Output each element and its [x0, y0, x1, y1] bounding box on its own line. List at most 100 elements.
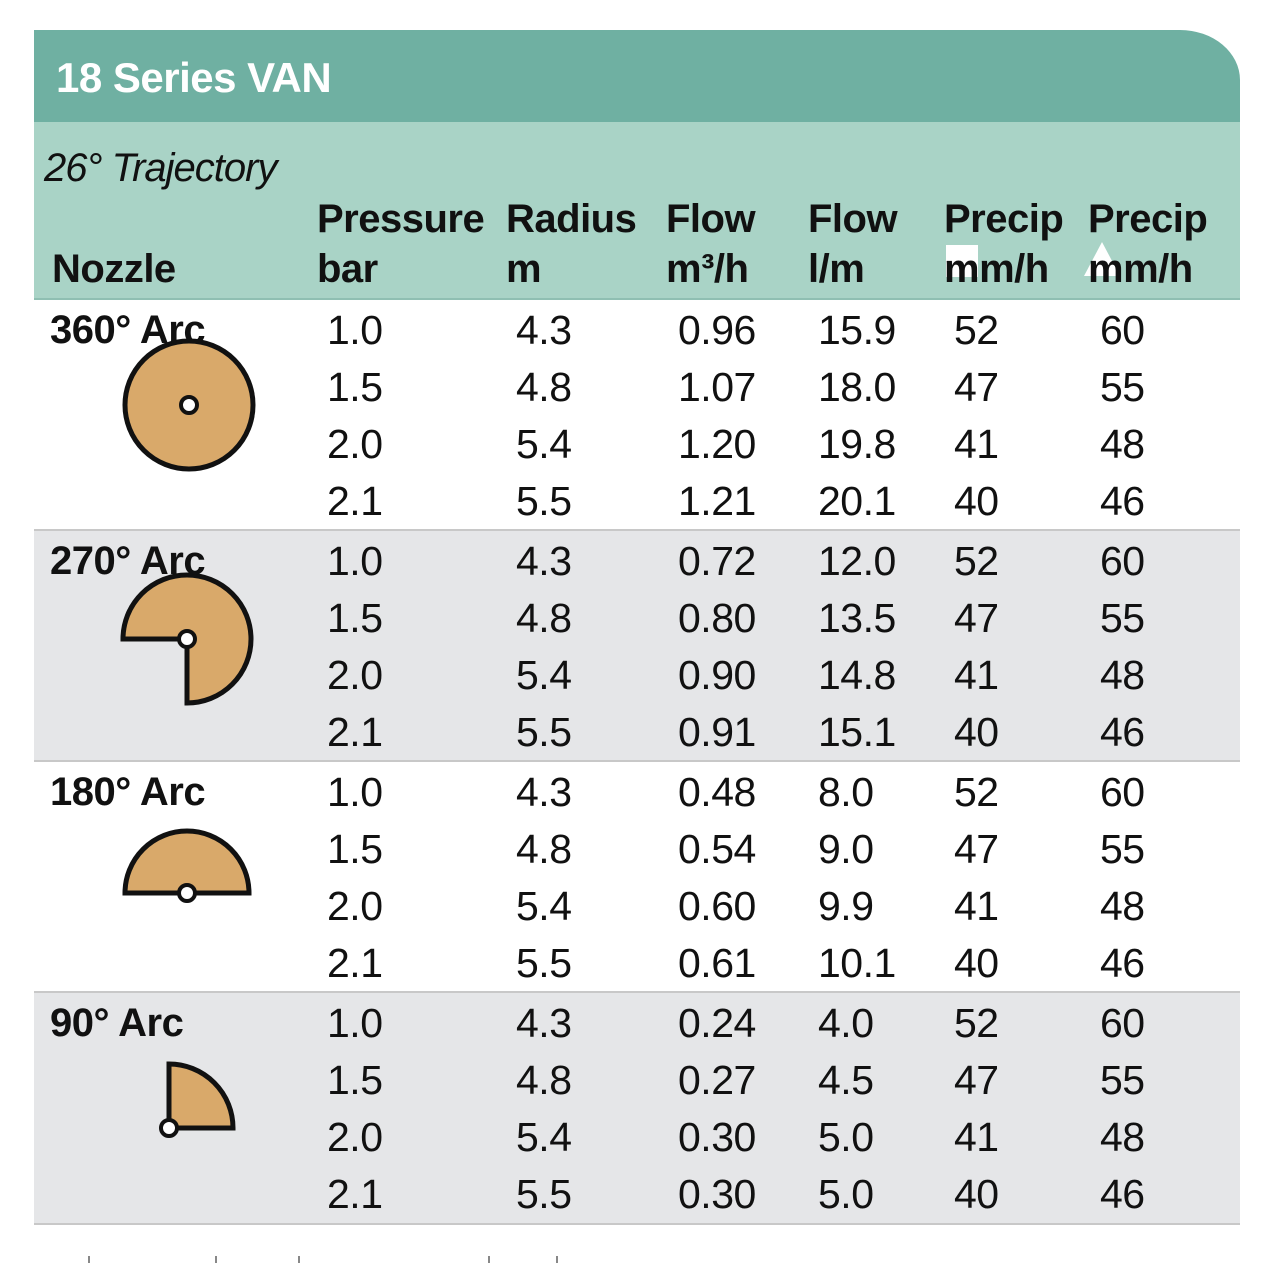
cell-radius: 4.8 — [516, 595, 572, 641]
cell-precip-square: 52 — [954, 1000, 999, 1046]
nozzle-group: 270° Arc 1.0 4.3 0.72 12.0 52 60 1.5 4.8 0.80 13.5… — [34, 531, 1240, 762]
column-header-flow-lm-unit: l/m — [808, 247, 865, 291]
cell-pressure: 1.0 — [327, 538, 383, 584]
table-row: 2.0 5.4 1.20 19.8 41 48 — [34, 416, 1240, 473]
cell-flow-lm: 5.0 — [818, 1171, 874, 1217]
cell-flow-m3: 0.24 — [678, 1000, 756, 1046]
cell-flow-lm: 19.8 — [818, 421, 896, 467]
cell-flow-lm: 9.0 — [818, 826, 874, 872]
cell-flow-m3: 0.72 — [678, 538, 756, 584]
cell-flow-lm: 20.1 — [818, 478, 896, 524]
cell-flow-lm: 4.0 — [818, 1000, 874, 1046]
table-row: 2.1 5.5 1.21 20.1 40 46 — [34, 473, 1240, 530]
cell-flow-m3: 0.30 — [678, 1171, 756, 1217]
cell-radius: 5.4 — [516, 652, 572, 698]
column-header-precip-triangle-label: Precip — [1088, 197, 1208, 241]
cell-flow-m3: 0.61 — [678, 940, 756, 986]
cell-radius: 4.3 — [516, 769, 572, 815]
cell-precip-square: 47 — [954, 595, 999, 641]
cell-flow-m3: 0.91 — [678, 709, 756, 755]
cell-precip-triangle: 55 — [1100, 826, 1145, 872]
cell-pressure: 2.1 — [327, 709, 383, 755]
cell-precip-triangle: 60 — [1100, 538, 1145, 584]
nozzle-arc-label: 270° Arc — [50, 539, 206, 583]
table-row: 1.5 4.8 0.80 13.5 47 55 — [34, 590, 1240, 647]
nozzle-arc-label: 180° Arc — [50, 770, 206, 814]
column-header-radius: Radius m — [506, 194, 637, 294]
cell-precip-square: 41 — [954, 1114, 999, 1160]
cell-pressure: 2.0 — [327, 1114, 383, 1160]
cell-pressure: 2.1 — [327, 1171, 383, 1217]
column-header-radius-label: Radius — [506, 197, 637, 241]
cell-flow-m3: 0.90 — [678, 652, 756, 698]
table-row: 2.1 5.5 0.91 15.1 40 46 — [34, 704, 1240, 761]
cell-precip-triangle: 46 — [1100, 940, 1145, 986]
column-header-nozzle: Nozzle — [52, 244, 176, 294]
cell-pressure: 2.1 — [327, 478, 383, 524]
cell-flow-lm: 10.1 — [818, 940, 896, 986]
quarter-circle-nozzle-icon — [159, 1061, 236, 1138]
cell-flow-m3: 1.07 — [678, 364, 756, 410]
cell-radius: 5.4 — [516, 1114, 572, 1160]
table-row: 1.0 4.3 0.48 8.0 52 60 — [34, 764, 1240, 821]
cell-flow-lm: 18.0 — [818, 364, 896, 410]
table-row: 1.0 4.3 0.72 12.0 52 60 — [34, 533, 1240, 590]
table-row: 1.5 4.8 0.54 9.0 47 55 — [34, 821, 1240, 878]
cell-precip-triangle: 46 — [1100, 1171, 1145, 1217]
cell-precip-square: 52 — [954, 538, 999, 584]
cell-pressure: 2.0 — [327, 421, 383, 467]
cell-flow-lm: 12.0 — [818, 538, 896, 584]
cell-flow-lm: 14.8 — [818, 652, 896, 698]
table-title: 18 Series VAN — [56, 54, 332, 101]
cell-pressure: 1.0 — [327, 769, 383, 815]
cell-pressure: 2.0 — [327, 883, 383, 929]
cell-precip-square: 40 — [954, 940, 999, 986]
cell-flow-lm: 9.9 — [818, 883, 874, 929]
cell-flow-m3: 0.80 — [678, 595, 756, 641]
cell-precip-triangle: 55 — [1100, 1057, 1145, 1103]
column-header-precip-triangle-unit: mm/h — [1088, 247, 1193, 291]
half-circle-nozzle-icon — [122, 828, 252, 903]
divider-tick — [488, 1256, 490, 1263]
cell-precip-square: 47 — [954, 1057, 999, 1103]
cell-radius: 4.8 — [516, 1057, 572, 1103]
title-bar: 18 Series VAN — [34, 30, 1240, 122]
column-header-precip-square: Precip mm/h — [944, 194, 1064, 294]
cell-pressure: 2.1 — [327, 940, 383, 986]
cell-flow-lm: 15.1 — [818, 709, 896, 755]
cell-flow-m3: 1.21 — [678, 478, 756, 524]
column-header-radius-unit: m — [506, 247, 542, 291]
column-header-pressure: Pressure bar — [317, 194, 485, 294]
precipitation-table: 18 Series VAN 26° Trajectory Nozzle Pres… — [34, 30, 1240, 1225]
cell-precip-triangle: 46 — [1100, 478, 1145, 524]
full-circle-nozzle-icon — [122, 338, 256, 472]
cell-flow-m3: 0.54 — [678, 826, 756, 872]
cell-precip-triangle: 55 — [1100, 595, 1145, 641]
cell-precip-triangle: 48 — [1100, 883, 1145, 929]
cell-precip-triangle: 60 — [1100, 769, 1145, 815]
column-header-precip-square-unit: mm/h — [944, 247, 1049, 291]
cell-precip-square: 41 — [954, 652, 999, 698]
cell-precip-triangle: 48 — [1100, 421, 1145, 467]
table-body: 360° Arc 1.0 4.3 0.96 15.9 52 60 1.5 4.8 1.07 18.0… — [34, 300, 1240, 1225]
divider-tick — [298, 1256, 300, 1263]
cell-precip-square: 41 — [954, 883, 999, 929]
cell-radius: 5.4 — [516, 421, 572, 467]
cell-pressure: 1.5 — [327, 595, 383, 641]
nozzle-arc-label: 90° Arc — [50, 1001, 184, 1045]
column-header-flow-m3h-unit: m³/h — [666, 247, 749, 291]
cell-flow-lm: 8.0 — [818, 769, 874, 815]
cell-precip-square: 40 — [954, 1171, 999, 1217]
cell-precip-square: 52 — [954, 769, 999, 815]
cell-precip-square: 47 — [954, 364, 999, 410]
table-row: 1.0 4.3 0.24 4.0 52 60 — [34, 995, 1240, 1052]
cell-radius: 5.5 — [516, 1171, 572, 1217]
column-header-pressure-label: Pressure — [317, 197, 485, 241]
column-header-precip-triangle: Precip mm/h — [1088, 194, 1208, 294]
column-header-nozzle-label: Nozzle — [52, 247, 176, 291]
cell-flow-m3: 0.30 — [678, 1114, 756, 1160]
cell-pressure: 1.5 — [327, 1057, 383, 1103]
cell-flow-lm: 15.9 — [818, 307, 896, 353]
cell-flow-m3: 0.60 — [678, 883, 756, 929]
column-header-flow-lm: Flow l/m — [808, 194, 898, 294]
